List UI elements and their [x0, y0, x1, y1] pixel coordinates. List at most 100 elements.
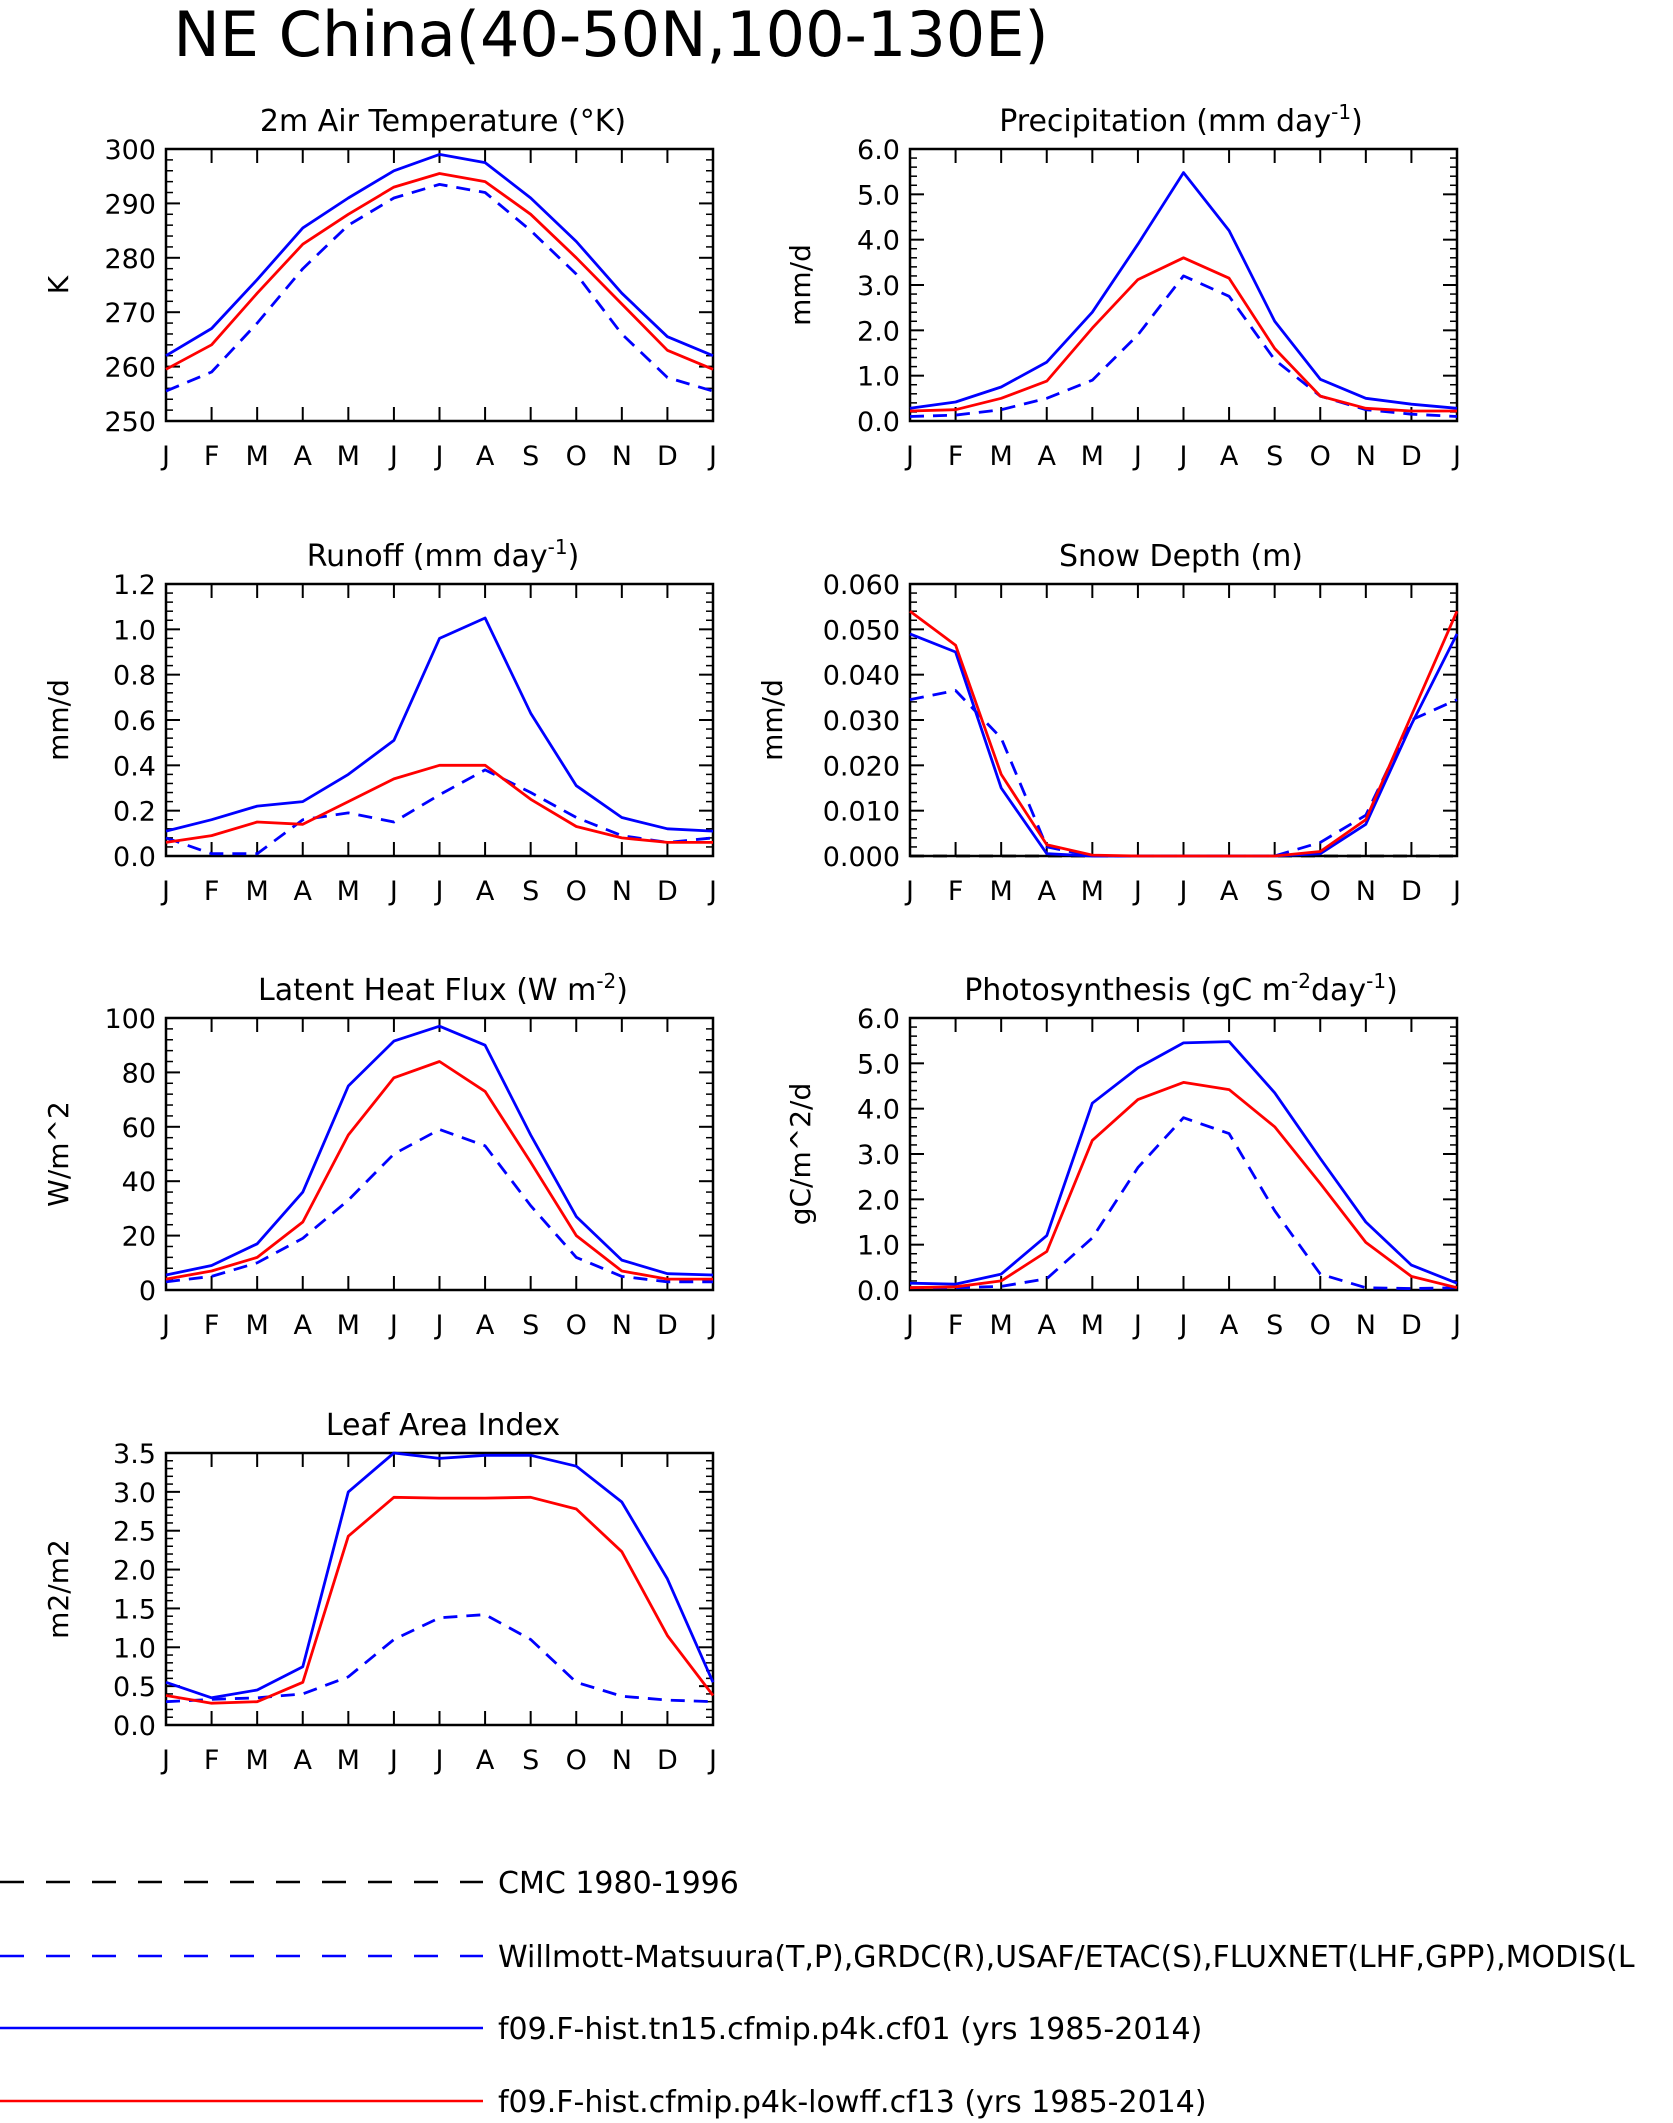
x-tick-label: A	[1220, 441, 1239, 472]
panel-title-text: Runoff (mm day	[307, 539, 548, 574]
panel-title-sup: -1	[548, 535, 568, 559]
x-tick-label: A	[1220, 876, 1239, 907]
series-line-4	[909, 610, 1459, 858]
x-tick-label: D	[1401, 441, 1422, 472]
y-tick-label: 270	[104, 298, 156, 329]
y-tick-label: 40	[122, 1167, 156, 1198]
panel-title-sup: -2	[596, 969, 616, 993]
x-tick-label: F	[204, 1310, 220, 1341]
x-tick-label: O	[566, 876, 587, 907]
x-tick-label: N	[1356, 441, 1376, 472]
panel-title-sup: -2	[1291, 969, 1311, 993]
y-axis-label: mm/d	[756, 679, 789, 761]
y-tick-label: 290	[104, 189, 156, 220]
x-tick-label: M	[1081, 1310, 1104, 1341]
x-tick-label: S	[522, 441, 539, 472]
x-tick-label: J	[1451, 876, 1461, 907]
x-tick-label: J	[1132, 1310, 1142, 1341]
x-tick-label: F	[204, 441, 220, 472]
x-tick-label: M	[337, 876, 360, 907]
legend-label-1: CMC 1980-1996	[498, 1866, 739, 1901]
panel-title: 2m Air Temperature (°K)	[260, 104, 626, 139]
y-tick-label: 0.5	[113, 1672, 156, 1703]
x-tick-label: N	[1356, 876, 1376, 907]
y-axis-label: m2/m2	[42, 1539, 75, 1639]
x-tick-label: A	[1038, 441, 1057, 472]
panel-title-text: Leaf Area Index	[326, 1408, 560, 1443]
plot-frame	[164, 147, 715, 423]
series-line-1	[165, 182, 714, 393]
series-line-3	[909, 256, 1457, 413]
panel-4: Snow Depth (m) mm/d 0.000 0.010 0.020 0.030 0.…	[756, 539, 1461, 907]
y-tick-label: 20	[122, 1222, 156, 1253]
x-tick-label: F	[948, 441, 964, 472]
x-tick-label: D	[657, 1745, 678, 1776]
panel-title-end: )	[1386, 973, 1398, 1008]
x-tick-label: J	[388, 1745, 398, 1776]
x-tick-label: S	[522, 876, 539, 907]
y-tick-label: 1.2	[113, 570, 156, 601]
series-line-1	[910, 1116, 1458, 1290]
x-tick-label: M	[246, 1745, 269, 1776]
x-tick-label: J	[434, 441, 444, 472]
y-tick-label: 3.0	[857, 1140, 900, 1171]
y-tick-label: 300	[104, 135, 156, 166]
panel-5: Latent Heat Flux (W m-2) W/m^2 0 20 40 60 80 10…	[42, 969, 717, 1341]
panel-title-text: Precipitation (mm day	[999, 104, 1331, 139]
y-tick-label: 2.0	[857, 1185, 900, 1216]
y-tick-label: 0.0	[857, 407, 900, 438]
x-tick-label: M	[1081, 441, 1104, 472]
x-tick-label: J	[1132, 876, 1142, 907]
x-tick-label: N	[1356, 1310, 1376, 1341]
y-tick-label: 1.0	[113, 1633, 156, 1664]
x-tick-label: J	[707, 876, 717, 907]
y-tick-label: 0.0	[113, 842, 156, 873]
series-line-1	[165, 1613, 714, 1704]
series-line-2	[909, 171, 1458, 410]
y-tick-label: 0.0	[113, 1711, 156, 1742]
x-tick-label: N	[612, 1745, 632, 1776]
x-tick-label: O	[1310, 1310, 1331, 1341]
x-tick-label: M	[990, 1310, 1013, 1341]
x-tick-label: S	[522, 1310, 539, 1341]
plot-frame	[908, 147, 1459, 423]
x-tick-label: J	[434, 1310, 444, 1341]
panel-2: Precipitation (mm day-1) mm/d 0.0 1.0 2.0 3.0…	[784, 100, 1461, 472]
y-tick-label: 0.030	[823, 706, 900, 737]
legend-label-2: Willmott-Matsuura(T,P),GRDC(R),USAF/ETAC…	[498, 1940, 1635, 1975]
x-tick-label: A	[476, 441, 495, 472]
x-tick-label: M	[246, 876, 269, 907]
y-axis-label: W/m^2	[42, 1101, 75, 1207]
x-tick-label: J	[707, 1745, 717, 1776]
y-tick-label: 3.0	[113, 1478, 156, 1509]
y-tick-label: 2.0	[113, 1556, 156, 1587]
y-tick-label: 0.000	[823, 842, 900, 873]
y-tick-label: 260	[104, 353, 156, 384]
x-tick-label: F	[204, 1745, 220, 1776]
series-line-2	[165, 616, 714, 833]
plot-frame	[908, 582, 1459, 858]
series-line-3	[165, 172, 714, 371]
panel-6: Photosynthesis (gC m-2day-1) gC/m^2/d 0.0 1…	[784, 969, 1461, 1341]
x-tick-label: F	[948, 876, 964, 907]
series-line-2	[909, 1040, 1458, 1286]
panel-title: Leaf Area Index	[326, 1408, 560, 1443]
series-line-1	[165, 1128, 713, 1284]
y-tick-label: 3.5	[113, 1439, 156, 1470]
x-tick-label: O	[1310, 876, 1331, 907]
x-tick-label: D	[657, 876, 678, 907]
x-tick-label: A	[1038, 1310, 1057, 1341]
legend: CMC 1980-1996 Willmott-Matsuura(T,P),GRDC…	[0, 1866, 1635, 2120]
x-tick-label: J	[160, 441, 170, 472]
series-line-2	[165, 152, 714, 357]
x-tick-label: J	[388, 441, 398, 472]
x-tick-label: S	[1266, 1310, 1283, 1341]
x-tick-label: A	[294, 876, 313, 907]
y-tick-label: 100	[104, 1004, 156, 1035]
x-tick-label: J	[434, 876, 444, 907]
x-tick-label: F	[948, 1310, 964, 1341]
plot-frame	[164, 1451, 715, 1727]
x-tick-label: O	[566, 1310, 587, 1341]
x-tick-label: A	[294, 1310, 313, 1341]
